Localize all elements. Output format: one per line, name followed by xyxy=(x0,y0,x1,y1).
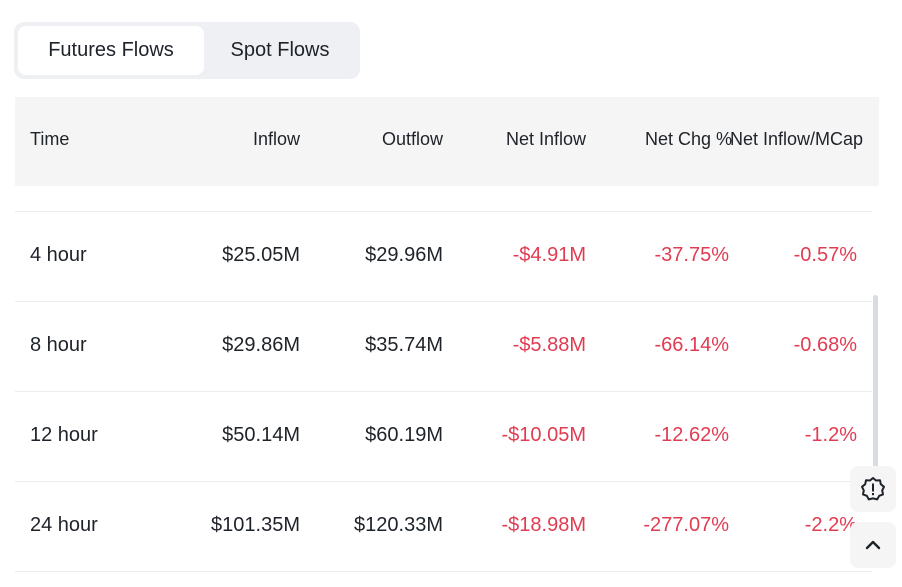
cell-outflow: $29.96M xyxy=(365,244,443,266)
cell-inflow: $50.14M xyxy=(222,424,300,446)
cell-net-chg: -12.62% xyxy=(654,424,730,446)
alert-badge-icon xyxy=(860,476,886,502)
table-row: 12 hour $50.14M $60.19M -$10.05M -12.62%… xyxy=(15,391,872,481)
cell-net-inflow: -$18.98M xyxy=(501,514,587,536)
cell-net-mcap: -1.2% xyxy=(804,424,857,446)
table-row: 24 hour $101.35M $120.33M -$18.98M -277.… xyxy=(15,481,872,571)
table-divider xyxy=(15,571,872,572)
cell-net-chg: -66.14% xyxy=(654,334,730,356)
chevron-up-icon xyxy=(863,535,883,555)
table-row: 4 hour $25.05M $29.96M -$4.91M -37.75% -… xyxy=(15,211,872,301)
header-time: Time xyxy=(30,129,70,149)
cell-outflow: $60.19M xyxy=(365,424,443,446)
cell-net-mcap: -0.68% xyxy=(793,334,857,356)
cell-outflow: $35.74M xyxy=(365,334,443,356)
cell-net-chg: -277.07% xyxy=(643,514,729,536)
cell-time: 24 hour xyxy=(30,514,98,536)
cell-inflow: $25.05M xyxy=(222,244,300,266)
cell-net-inflow: -$5.88M xyxy=(512,334,586,356)
cell-inflow: $29.86M xyxy=(222,334,300,356)
feedback-button[interactable] xyxy=(850,466,896,512)
cell-net-inflow: -$4.91M xyxy=(512,244,586,266)
tab-spot-flows[interactable]: Spot Flows xyxy=(230,39,330,61)
cell-net-mcap: -0.57% xyxy=(793,244,857,266)
header-net-inflow-mcap: Net Inflow/MCap xyxy=(730,129,864,149)
flow-type-tabs: Futures Flows Spot Flows xyxy=(14,22,360,79)
header-outflow: Outflow xyxy=(381,129,443,149)
header-net-chg: Net Chg % xyxy=(645,129,733,149)
cell-net-chg: -37.75% xyxy=(654,244,730,266)
cell-time: 12 hour xyxy=(30,424,98,446)
cell-net-inflow: -$10.05M xyxy=(501,424,587,446)
header-net-inflow: Net Inflow xyxy=(505,129,586,149)
table-header: Time Inflow Outflow Net Inflow Net Chg %… xyxy=(15,97,879,186)
header-inflow: Inflow xyxy=(252,129,300,149)
cell-time: 4 hour xyxy=(30,244,87,266)
table-scrollbar[interactable] xyxy=(873,295,878,485)
table-row: 8 hour $29.86M $35.74M -$5.88M -66.14% -… xyxy=(15,301,872,391)
cell-outflow: $120.33M xyxy=(354,514,443,536)
cell-inflow: $101.35M xyxy=(211,514,300,536)
scroll-to-top-button[interactable] xyxy=(850,522,896,568)
tab-futures-flows[interactable]: Futures Flows xyxy=(18,26,204,75)
cell-time: 8 hour xyxy=(30,334,87,356)
cell-net-mcap: -2.2% xyxy=(804,514,857,536)
